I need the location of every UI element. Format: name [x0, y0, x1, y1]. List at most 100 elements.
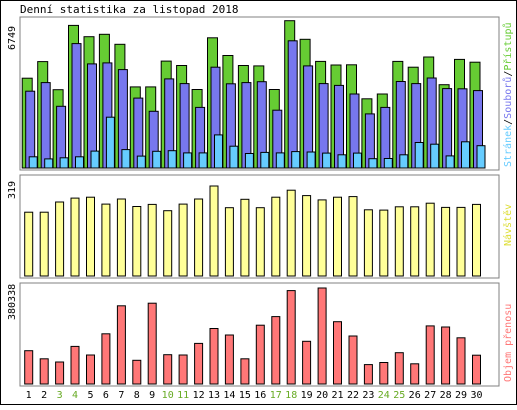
- bar-prenos-day-10: [163, 354, 173, 385]
- bar-navstev-day-30: [472, 203, 481, 277]
- day-label-25: 25: [393, 390, 405, 401]
- bar-prenos-day-24: [379, 362, 389, 385]
- bar-prenos-day-21: [333, 321, 342, 385]
- bar-stranek-day-3: [59, 157, 69, 169]
- bar-prenos-day-28: [441, 326, 451, 385]
- day-label-27: 27: [424, 390, 436, 401]
- bar-stranek-day-26: [414, 142, 424, 169]
- bar-stranek-day-9: [152, 150, 162, 169]
- bar-prenos-day-2: [39, 358, 49, 385]
- bar-stranek-day-27: [430, 143, 440, 169]
- day-label-6: 6: [103, 390, 109, 401]
- bar-stranek-day-23: [368, 158, 378, 169]
- day-label-3: 3: [57, 390, 63, 401]
- hits-legend: Stránek/Souborů/Přístupů: [502, 22, 514, 167]
- bar-prenos-day-4: [70, 345, 80, 385]
- bar-navstev-day-29: [456, 206, 466, 277]
- bar-prenos-day-8: [132, 359, 142, 385]
- bar-navstev-day-2: [39, 211, 49, 277]
- bar-navstev-day-10: [163, 210, 173, 277]
- day-label-21: 21: [331, 390, 343, 401]
- bar-prenos-day-16: [255, 324, 265, 385]
- bar-stranek-day-16: [260, 151, 270, 169]
- bar-prenos-day-30: [472, 354, 481, 385]
- bar-prenos-day-11: [178, 354, 188, 385]
- bar-navstev-day-23: [363, 209, 373, 277]
- bar-prenos-day-27: [425, 325, 435, 385]
- bar-navstev-day-9: [147, 203, 157, 277]
- bar-prenos-day-12: [194, 342, 204, 385]
- bar-stranek-day-29: [461, 141, 470, 169]
- legend-sep-2: /: [503, 71, 514, 77]
- bar-prenos-day-22: [348, 335, 358, 385]
- day-label-12: 12: [193, 390, 205, 401]
- transfer-panel: [24, 287, 481, 385]
- bar-stranek-day-28: [445, 155, 455, 169]
- bar-stranek-day-24: [383, 158, 393, 169]
- bar-prenos-day-19: [302, 340, 312, 385]
- bar-stranek-day-8: [136, 155, 146, 169]
- bar-stranek-day-10: [167, 150, 177, 169]
- bar-navstev-day-27: [425, 202, 435, 277]
- bar-prenos-day-13: [209, 328, 219, 385]
- day-axis: 1 2 3 4 5 6 7 8 9 10 11 12 13 14 15 16 17 18 19 20 21 22 23 24 2…: [26, 390, 483, 401]
- bar-stranek-day-14: [229, 145, 239, 169]
- day-label-17: 17: [270, 390, 282, 401]
- bar-navstev-day-4: [70, 197, 80, 277]
- bar-stranek-day-15: [244, 153, 254, 169]
- bar-navstev-day-18: [286, 189, 296, 277]
- day-label-24: 24: [378, 390, 390, 401]
- bar-navstev-day-12: [194, 198, 204, 277]
- bar-prenos-day-14: [224, 334, 234, 385]
- bar-navstev-day-15: [240, 198, 250, 277]
- chart-title: Denní statistika za listopad 2018: [20, 3, 239, 16]
- bar-stranek-day-19: [306, 151, 316, 169]
- visits-ymax-label: 319: [7, 181, 18, 199]
- day-label-23: 23: [362, 390, 374, 401]
- bar-stranek-day-1: [28, 156, 38, 169]
- day-label-26: 26: [409, 390, 421, 401]
- day-label-5: 5: [87, 390, 93, 401]
- bar-stranek-day-7: [121, 149, 131, 169]
- day-label-4: 4: [72, 390, 78, 401]
- bar-prenos-day-23: [363, 364, 373, 385]
- bar-prenos-day-18: [286, 290, 296, 385]
- bar-soubory-day-4: [71, 43, 82, 169]
- bar-navstev-day-5: [86, 196, 95, 277]
- day-label-15: 15: [239, 390, 251, 401]
- bar-stranek-day-25: [399, 154, 409, 169]
- transfer-legend: Objem přenosu: [502, 304, 514, 382]
- bar-navstev-day-26: [410, 206, 420, 277]
- day-label-28: 28: [440, 390, 452, 401]
- bar-stranek-day-21: [337, 154, 347, 169]
- bar-stranek-day-4: [75, 156, 84, 169]
- bar-navstev-day-22: [348, 196, 358, 277]
- bar-stranek-day-17: [275, 152, 285, 169]
- bar-navstev-day-25: [394, 206, 404, 277]
- day-label-18: 18: [285, 390, 297, 401]
- bar-prenos-day-1: [24, 350, 34, 385]
- transfer-panel-border: [19, 282, 500, 387]
- day-label-11: 11: [177, 390, 189, 401]
- day-label-2: 2: [41, 390, 47, 401]
- hits-panel-border: [19, 16, 500, 171]
- bar-navstev-day-20: [317, 199, 327, 277]
- day-label-14: 14: [223, 390, 235, 401]
- day-label-7: 7: [118, 390, 124, 401]
- bar-navstev-day-28: [441, 206, 451, 277]
- bar-stranek-day-11: [183, 152, 193, 169]
- bar-stranek-day-20: [322, 152, 332, 169]
- bar-soubory-day-2: [40, 82, 51, 169]
- day-label-29: 29: [455, 390, 467, 401]
- bar-stranek-day-22: [353, 152, 362, 169]
- day-label-1: 1: [26, 390, 32, 401]
- bar-stranek-day-18: [291, 151, 301, 169]
- bar-navstev-day-11: [178, 203, 188, 277]
- bar-prenos-day-15: [240, 358, 250, 385]
- legend-pristupy: Přístupů: [502, 22, 514, 70]
- bar-navstev-day-19: [302, 195, 312, 277]
- bar-navstev-day-17: [271, 196, 281, 277]
- bar-soubory-day-18: [287, 40, 298, 169]
